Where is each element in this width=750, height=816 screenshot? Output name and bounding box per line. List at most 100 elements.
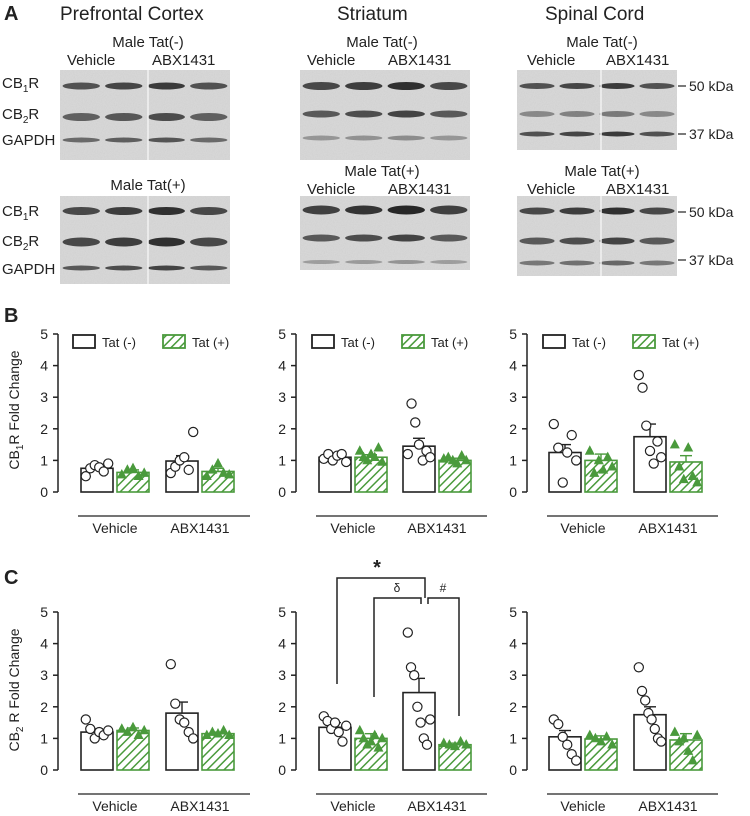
x-category-label: ABX1431 (638, 520, 697, 536)
data-point (336, 448, 347, 460)
blot-treatment-label: ABX1431 (606, 181, 669, 198)
data-point (122, 726, 133, 736)
blot-treatment-label: Vehicle (527, 52, 575, 69)
data-point (373, 742, 384, 752)
data-point (461, 739, 472, 749)
data-point (553, 442, 564, 453)
data-point (329, 717, 341, 728)
x-category-label: ABX1431 (170, 798, 229, 814)
data-point (213, 457, 223, 468)
y-tick-label: 1 (278, 730, 286, 746)
y-tick-label: 1 (40, 452, 48, 468)
data-point (425, 452, 436, 463)
data-point (187, 733, 199, 744)
blot-image (517, 70, 677, 150)
blot-image (60, 196, 230, 284)
y-axis-label-b: CB1R Fold Change (6, 350, 26, 469)
protein-label-gapdh: GAPDH (2, 132, 55, 149)
y-tick-label: 0 (40, 484, 48, 500)
y-tick-label: 4 (40, 358, 48, 374)
data-point (366, 735, 376, 746)
panel-label-c: C (4, 567, 18, 589)
data-point (128, 462, 138, 473)
data-point (644, 445, 656, 457)
data-point (692, 729, 703, 740)
data-point (601, 731, 612, 741)
blot-group-label: Male Tat(-) (566, 34, 637, 51)
data-point (607, 739, 618, 749)
data-point (362, 454, 373, 465)
data-point (333, 726, 344, 738)
data-point (412, 701, 423, 713)
data-point (218, 467, 229, 477)
data-point (548, 418, 560, 430)
data-point (373, 442, 384, 452)
data-point (443, 451, 454, 462)
data-point (85, 723, 96, 735)
blot-treatment-label: ABX1431 (388, 181, 451, 198)
data-point (687, 754, 698, 765)
kda-marker: 37 kDa (689, 252, 734, 268)
region-title-striatum: Striatum (337, 4, 408, 25)
data-point (584, 445, 595, 455)
data-point (438, 737, 449, 747)
data-point (341, 720, 352, 731)
data-point (133, 729, 144, 740)
y-tick-label: 1 (40, 730, 48, 746)
data-point (80, 471, 92, 482)
data-point (415, 717, 426, 728)
x-category-label: ABX1431 (638, 798, 697, 814)
data-point (589, 467, 600, 477)
data-point (683, 745, 694, 755)
data-point (354, 445, 365, 455)
data-point (648, 458, 659, 469)
data-point (593, 454, 604, 465)
data-point (456, 450, 467, 460)
chart-b-0: 0 1 2 3 4 5 Vehicle ABX1431 (40, 326, 250, 536)
x-category-label: ABX1431 (407, 798, 466, 814)
data-point (637, 382, 648, 393)
data-point (562, 739, 573, 750)
x-category-label: ABX1431 (170, 520, 229, 536)
data-point (98, 466, 109, 477)
data-point (406, 398, 417, 409)
data-point (224, 468, 235, 479)
data-point (633, 662, 645, 673)
panel-label-b: B (4, 305, 18, 327)
data-point (354, 724, 365, 735)
blot-image (517, 196, 677, 276)
data-point (571, 755, 582, 766)
x-category-label: Vehicle (92, 798, 137, 814)
data-point (341, 456, 352, 468)
x-category-label: Vehicle (330, 798, 375, 814)
data-point (218, 724, 229, 735)
y-tick-label: 1 (509, 730, 517, 746)
y-tick-label: 4 (278, 358, 286, 374)
chart-c-3: 0 1 2 3 4 5 Vehicle ABX1431 (40, 604, 250, 814)
x-category-label: ABX1431 (407, 520, 466, 536)
blot-image (60, 70, 230, 160)
data-point (687, 470, 698, 481)
data-point (377, 456, 388, 466)
significance-delta: δ (394, 581, 401, 595)
data-point (461, 454, 472, 465)
data-point (562, 447, 573, 458)
y-tick-label: 2 (278, 699, 286, 715)
data-point (656, 736, 667, 747)
legend-label-tat-pos: Tat (+) (662, 335, 699, 350)
data-point (444, 739, 455, 749)
data-point (452, 457, 463, 468)
bar-tat-pos (201, 732, 235, 771)
legend-label-tat-pos: Tat (+) (431, 335, 468, 350)
data-point (402, 627, 413, 638)
data-point (640, 695, 651, 706)
data-point (80, 714, 92, 725)
protein-label-cb2: CB2R (2, 106, 39, 126)
data-point (402, 448, 413, 460)
y-tick-label: 5 (509, 326, 517, 342)
data-point (102, 725, 114, 736)
y-tick-label: 3 (278, 389, 286, 405)
kda-marker: 37 kDa (689, 126, 734, 142)
data-point (183, 464, 194, 476)
